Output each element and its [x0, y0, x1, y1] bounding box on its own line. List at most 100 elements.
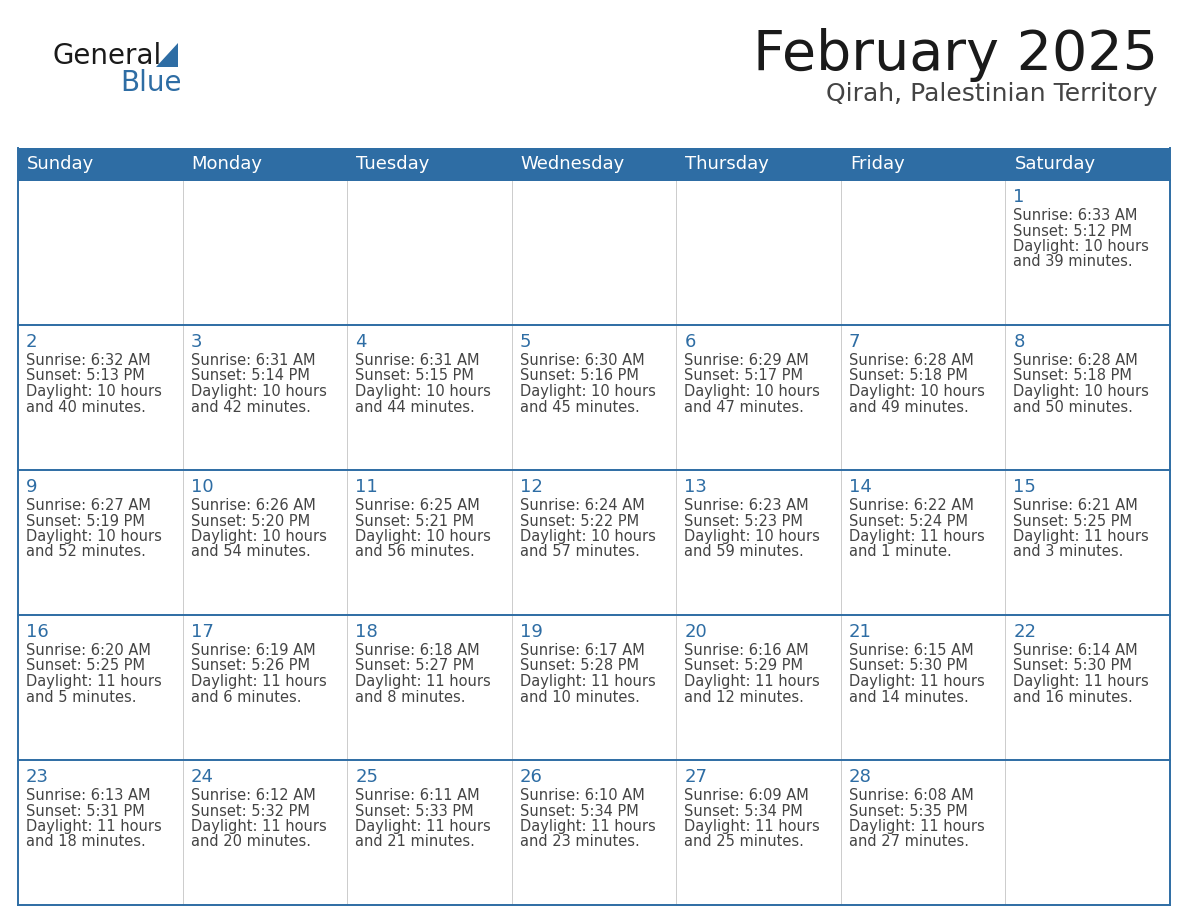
- Text: Daylight: 10 hours: Daylight: 10 hours: [684, 384, 820, 399]
- Text: 1: 1: [1013, 188, 1025, 206]
- Bar: [1005, 325, 1170, 470]
- Text: Sunset: 5:34 PM: Sunset: 5:34 PM: [684, 803, 803, 819]
- Text: Sunset: 5:16 PM: Sunset: 5:16 PM: [519, 368, 639, 384]
- Text: and 25 minutes.: and 25 minutes.: [684, 834, 804, 849]
- Text: Sunset: 5:24 PM: Sunset: 5:24 PM: [849, 513, 968, 529]
- Text: 3: 3: [190, 333, 202, 351]
- Text: Sunset: 5:33 PM: Sunset: 5:33 PM: [355, 803, 474, 819]
- Text: Sunrise: 6:27 AM: Sunrise: 6:27 AM: [26, 498, 151, 513]
- Bar: [347, 325, 512, 470]
- Text: Daylight: 11 hours: Daylight: 11 hours: [190, 674, 327, 689]
- Text: Daylight: 10 hours: Daylight: 10 hours: [26, 384, 162, 399]
- Text: 24: 24: [190, 768, 214, 786]
- Text: Sunrise: 6:16 AM: Sunrise: 6:16 AM: [684, 643, 809, 658]
- Bar: [183, 615, 347, 760]
- Text: Sunset: 5:31 PM: Sunset: 5:31 PM: [26, 803, 145, 819]
- Text: 15: 15: [1013, 478, 1036, 496]
- Text: Tuesday: Tuesday: [356, 155, 430, 173]
- Bar: [512, 325, 676, 470]
- Text: and 6 minutes.: and 6 minutes.: [190, 689, 301, 704]
- Bar: [347, 760, 512, 905]
- Text: and 3 minutes.: and 3 minutes.: [1013, 544, 1124, 559]
- Text: and 16 minutes.: and 16 minutes.: [1013, 689, 1133, 704]
- Text: 8: 8: [1013, 333, 1025, 351]
- Text: Daylight: 11 hours: Daylight: 11 hours: [355, 819, 491, 834]
- Text: 17: 17: [190, 623, 214, 641]
- Bar: [512, 180, 676, 325]
- Text: Sunrise: 6:14 AM: Sunrise: 6:14 AM: [1013, 643, 1138, 658]
- Text: and 45 minutes.: and 45 minutes.: [519, 399, 639, 415]
- Text: Sunset: 5:32 PM: Sunset: 5:32 PM: [190, 803, 309, 819]
- Text: Daylight: 11 hours: Daylight: 11 hours: [190, 819, 327, 834]
- Bar: [1005, 180, 1170, 325]
- Text: Sunset: 5:27 PM: Sunset: 5:27 PM: [355, 658, 474, 674]
- Text: and 27 minutes.: and 27 minutes.: [849, 834, 969, 849]
- Bar: [676, 180, 841, 325]
- Text: and 40 minutes.: and 40 minutes.: [26, 399, 146, 415]
- Bar: [512, 470, 676, 615]
- Text: Sunset: 5:21 PM: Sunset: 5:21 PM: [355, 513, 474, 529]
- Text: Daylight: 11 hours: Daylight: 11 hours: [26, 674, 162, 689]
- Text: and 49 minutes.: and 49 minutes.: [849, 399, 968, 415]
- Text: Friday: Friday: [849, 155, 904, 173]
- Text: Sunrise: 6:19 AM: Sunrise: 6:19 AM: [190, 643, 315, 658]
- Bar: [183, 760, 347, 905]
- Text: Sunrise: 6:26 AM: Sunrise: 6:26 AM: [190, 498, 315, 513]
- Text: Sunset: 5:13 PM: Sunset: 5:13 PM: [26, 368, 145, 384]
- Bar: [183, 180, 347, 325]
- Text: Daylight: 11 hours: Daylight: 11 hours: [519, 819, 656, 834]
- Text: 19: 19: [519, 623, 543, 641]
- Text: 25: 25: [355, 768, 378, 786]
- Bar: [347, 470, 512, 615]
- Text: and 10 minutes.: and 10 minutes.: [519, 689, 639, 704]
- Text: 20: 20: [684, 623, 707, 641]
- Bar: [18, 615, 183, 760]
- Text: Sunrise: 6:30 AM: Sunrise: 6:30 AM: [519, 353, 644, 368]
- Text: Sunrise: 6:31 AM: Sunrise: 6:31 AM: [190, 353, 315, 368]
- Text: Daylight: 11 hours: Daylight: 11 hours: [1013, 529, 1149, 544]
- Bar: [18, 180, 183, 325]
- Text: and 5 minutes.: and 5 minutes.: [26, 689, 137, 704]
- Polygon shape: [156, 43, 178, 67]
- Text: Sunset: 5:30 PM: Sunset: 5:30 PM: [1013, 658, 1132, 674]
- Text: Daylight: 11 hours: Daylight: 11 hours: [1013, 674, 1149, 689]
- Text: and 44 minutes.: and 44 minutes.: [355, 399, 475, 415]
- Bar: [512, 760, 676, 905]
- Text: and 12 minutes.: and 12 minutes.: [684, 689, 804, 704]
- Text: Blue: Blue: [120, 69, 182, 97]
- Text: Sunset: 5:28 PM: Sunset: 5:28 PM: [519, 658, 639, 674]
- Text: Sunset: 5:22 PM: Sunset: 5:22 PM: [519, 513, 639, 529]
- Bar: [347, 180, 512, 325]
- Text: and 56 minutes.: and 56 minutes.: [355, 544, 475, 559]
- Text: Daylight: 10 hours: Daylight: 10 hours: [519, 384, 656, 399]
- Text: Sunrise: 6:15 AM: Sunrise: 6:15 AM: [849, 643, 973, 658]
- Text: 9: 9: [26, 478, 38, 496]
- Text: Sunrise: 6:10 AM: Sunrise: 6:10 AM: [519, 788, 644, 803]
- Text: Sunset: 5:18 PM: Sunset: 5:18 PM: [1013, 368, 1132, 384]
- Bar: [841, 470, 1005, 615]
- Bar: [841, 615, 1005, 760]
- Text: Sunrise: 6:33 AM: Sunrise: 6:33 AM: [1013, 208, 1138, 223]
- Bar: [18, 148, 1170, 180]
- Bar: [1005, 760, 1170, 905]
- Text: Qirah, Palestinian Territory: Qirah, Palestinian Territory: [827, 82, 1158, 106]
- Bar: [676, 470, 841, 615]
- Text: and 23 minutes.: and 23 minutes.: [519, 834, 639, 849]
- Text: Sunset: 5:15 PM: Sunset: 5:15 PM: [355, 368, 474, 384]
- Text: Sunrise: 6:12 AM: Sunrise: 6:12 AM: [190, 788, 315, 803]
- Text: 22: 22: [1013, 623, 1036, 641]
- Text: General: General: [52, 42, 162, 70]
- Text: Daylight: 11 hours: Daylight: 11 hours: [684, 674, 820, 689]
- Bar: [18, 325, 183, 470]
- Text: Sunrise: 6:17 AM: Sunrise: 6:17 AM: [519, 643, 644, 658]
- Text: Sunrise: 6:28 AM: Sunrise: 6:28 AM: [1013, 353, 1138, 368]
- Text: Sunset: 5:29 PM: Sunset: 5:29 PM: [684, 658, 803, 674]
- Text: 21: 21: [849, 623, 872, 641]
- Bar: [1005, 615, 1170, 760]
- Text: February 2025: February 2025: [753, 28, 1158, 82]
- Text: and 18 minutes.: and 18 minutes.: [26, 834, 146, 849]
- Text: 12: 12: [519, 478, 543, 496]
- Text: Sunset: 5:14 PM: Sunset: 5:14 PM: [190, 368, 309, 384]
- Bar: [18, 760, 183, 905]
- Text: Sunset: 5:35 PM: Sunset: 5:35 PM: [849, 803, 967, 819]
